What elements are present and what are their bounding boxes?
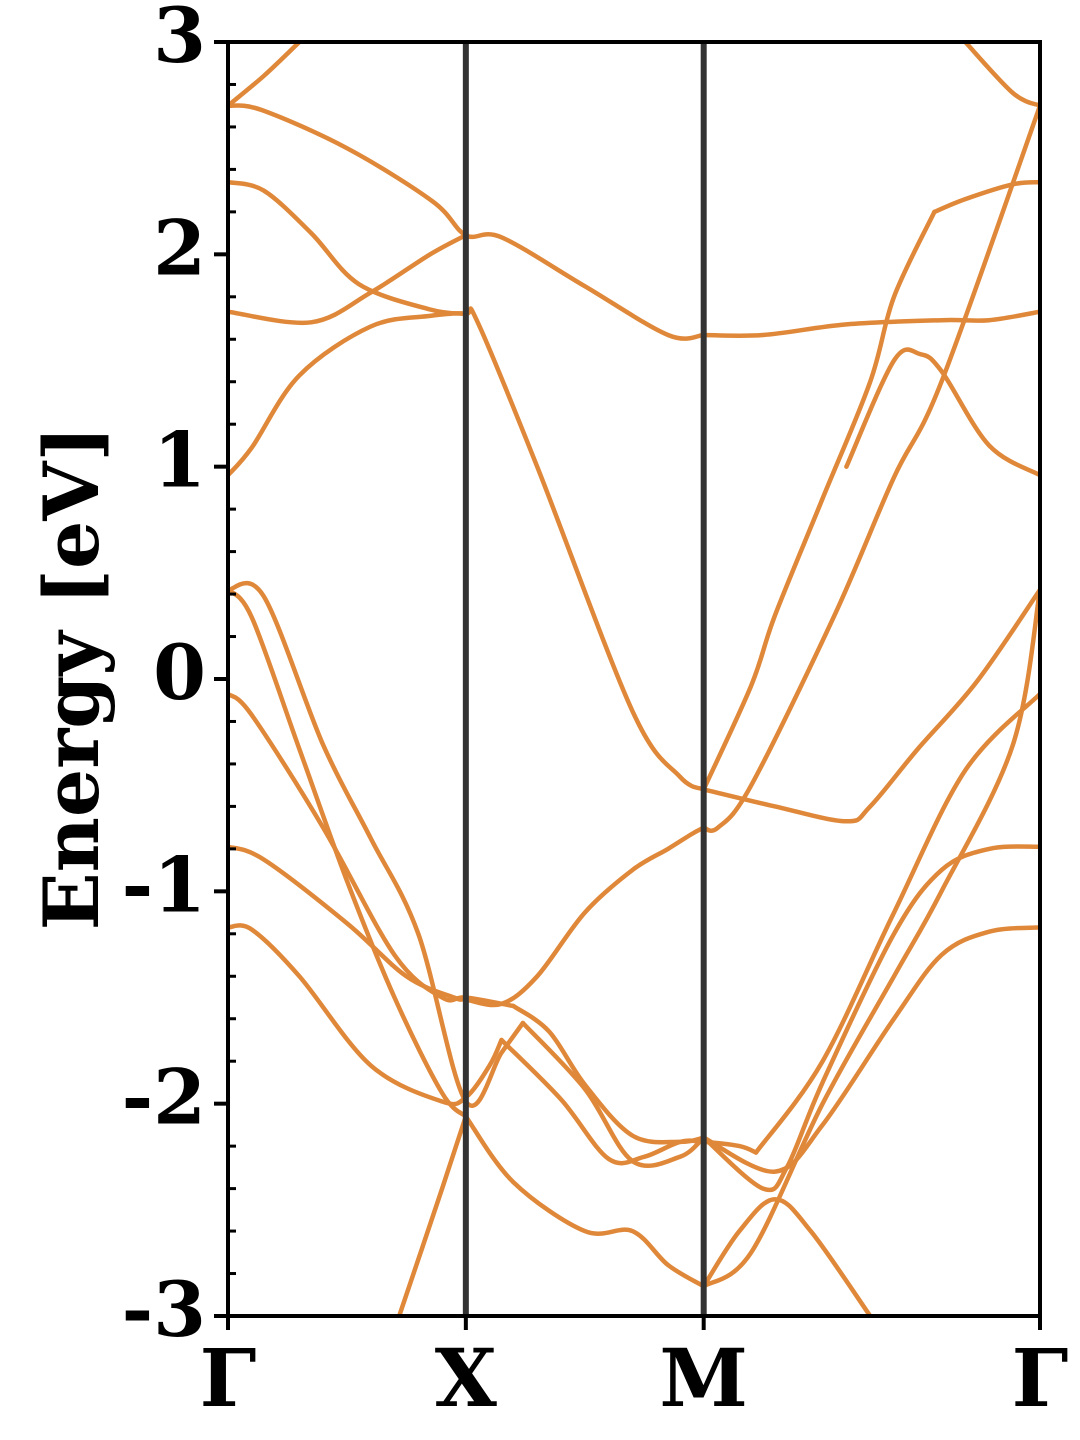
band-line-14 (701, 587, 1040, 1289)
band-line-11 (701, 103, 1040, 833)
band-line-22 (932, 179, 1040, 215)
band-line-12 (228, 587, 469, 1119)
band-line-3 (228, 179, 469, 317)
band-line-19 (520, 1020, 706, 1168)
plot-frame (226, 40, 1042, 1318)
band-line-9 (753, 691, 1040, 1155)
band-line-23 (228, 42, 302, 108)
band-line-5 (228, 306, 706, 792)
band-line-2 (701, 309, 1040, 339)
band-line-16 (511, 1003, 706, 1145)
band-line-17 (701, 925, 1040, 1174)
band-line-8 (499, 1037, 759, 1166)
y-axis-title: Energy [eV] (27, 426, 116, 931)
x-tick-label-2: X (435, 1331, 497, 1425)
band-line-6 (701, 587, 1040, 824)
y-tick-label-2: 2 (153, 203, 206, 292)
x-tick-label-3: M (659, 1331, 748, 1425)
y-tick-label-4: 0 (153, 628, 206, 717)
band-line-13 (463, 1114, 706, 1289)
band-line-4 (228, 232, 469, 326)
band-line-18 (228, 580, 526, 1108)
band-lines-group (228, 42, 1040, 1316)
band-line-25 (701, 1196, 873, 1316)
y-tick-label-1: 3 (153, 0, 206, 80)
y-tick-label-5: -1 (122, 840, 206, 929)
band-line-7 (228, 923, 504, 1107)
x-tick-label-1: Γ (200, 1331, 257, 1425)
band-line-27 (701, 844, 1040, 1193)
band-line-21 (701, 209, 937, 792)
y-tick-label-7: -3 (122, 1265, 206, 1354)
y-tick-label-6: -2 (122, 1053, 206, 1142)
ticks-group (214, 40, 1042, 1330)
axes-group (226, 40, 1042, 1318)
band-line-20 (396, 1114, 469, 1316)
kpath-lines-group (462, 42, 707, 1316)
x-tick-label-4: Γ (1012, 1331, 1069, 1425)
y-tick-label-3: 1 (153, 416, 206, 505)
band-line-15 (228, 691, 516, 1009)
band-line-24 (963, 42, 1040, 108)
band-line-26 (844, 347, 1040, 478)
